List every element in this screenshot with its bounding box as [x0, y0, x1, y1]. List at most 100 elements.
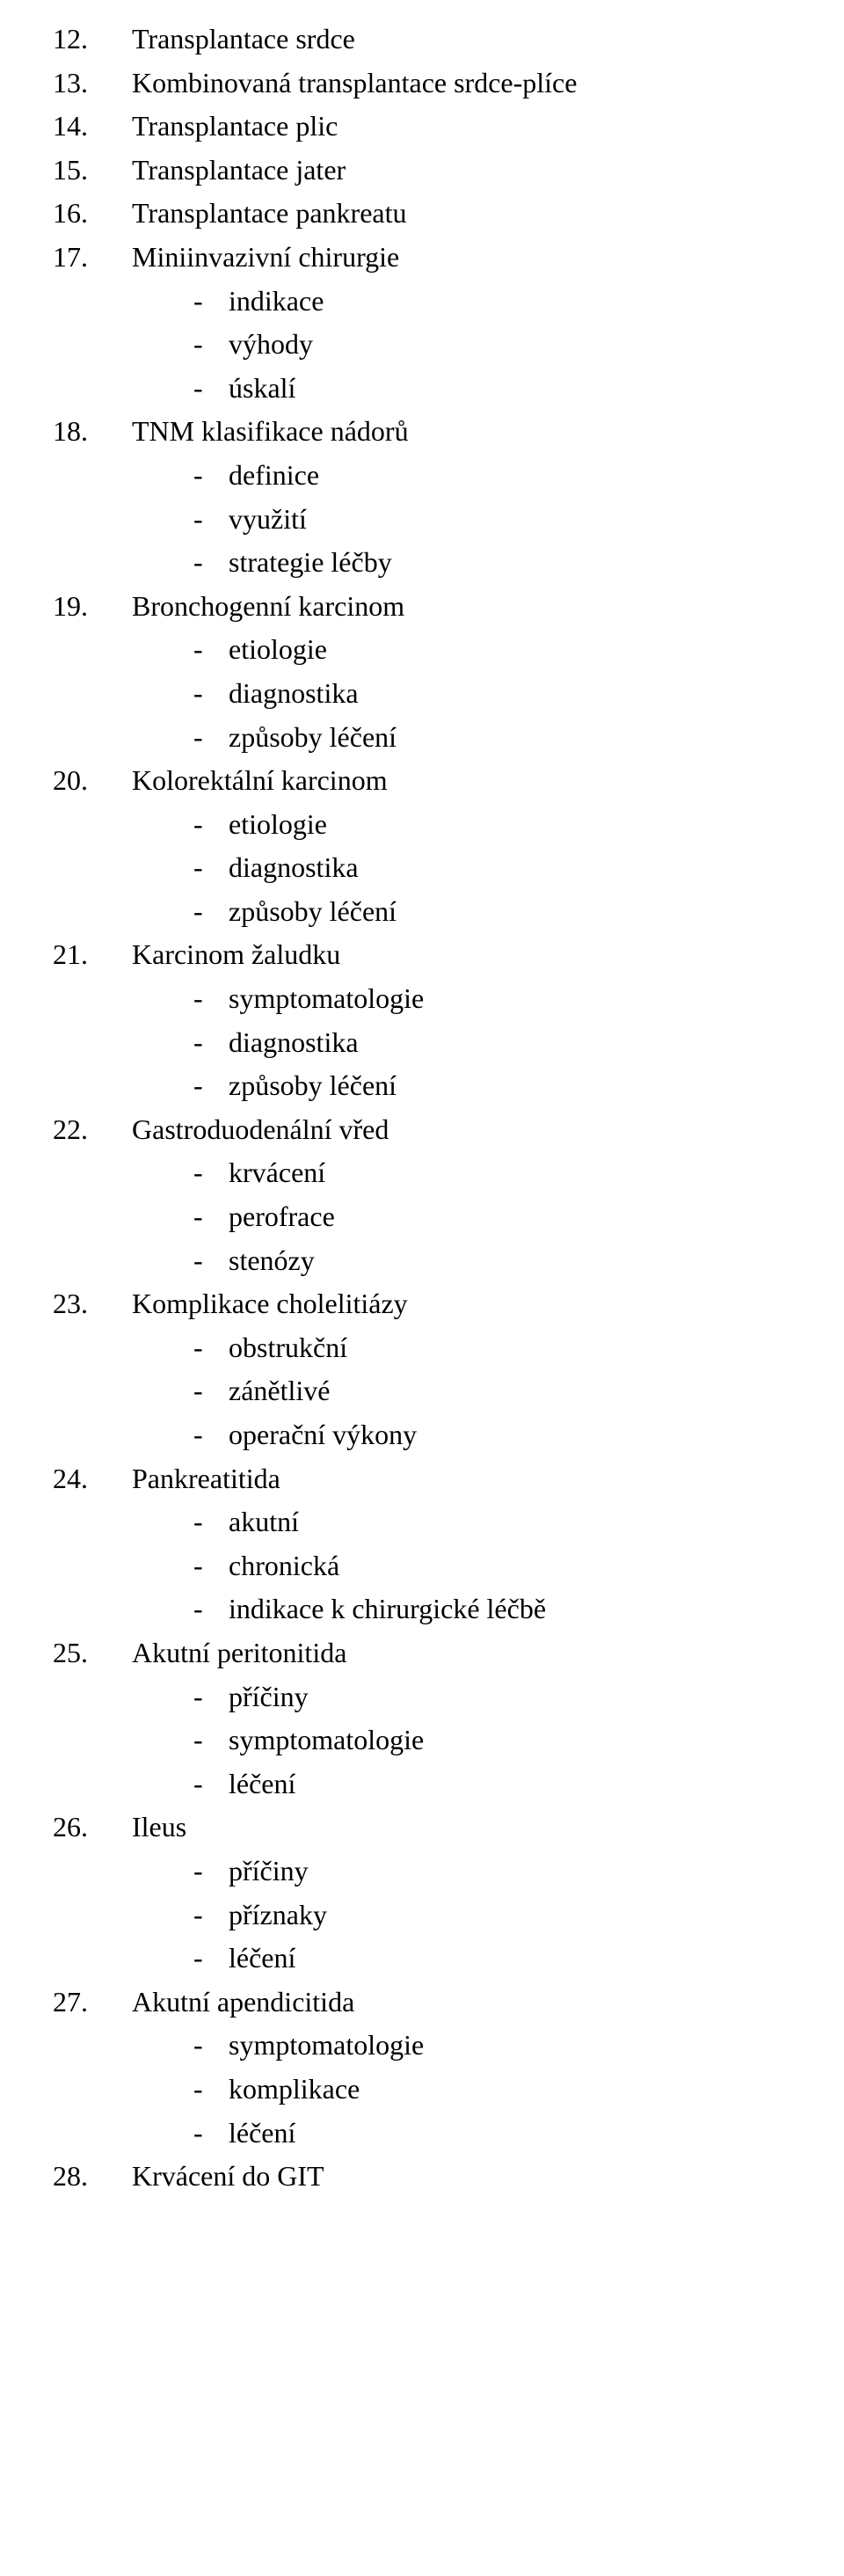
list-item-number: 12. — [53, 18, 132, 62]
list-item: 21.Karcinom žaludku-symptomatologie-diag… — [53, 933, 791, 1107]
dash-icon: - — [193, 1587, 229, 1631]
list-item-row: 27.Akutní apendicitida — [53, 1981, 791, 2025]
sub-list-item: -symptomatologie — [193, 1719, 791, 1762]
sub-list-item-text: akutní — [229, 1500, 299, 1544]
list-item: 22.Gastroduodenální vřed-krvácení-perofr… — [53, 1108, 791, 1282]
list-item-row: 17.Miniinvazivní chirurgie — [53, 236, 791, 280]
list-item-row: 18.TNM klasifikace nádorů — [53, 410, 791, 454]
sub-list-item: -operační výkony — [193, 1413, 791, 1457]
list-item-row: 23.Komplikace cholelitiázy — [53, 1282, 791, 1326]
sub-list-item: -výhody — [193, 323, 791, 367]
sub-list-item: -diagnostika — [193, 1021, 791, 1065]
list-item: 15.Transplantace jater — [53, 149, 791, 193]
sub-list-item: -indikace — [193, 280, 791, 324]
dash-icon: - — [193, 2068, 229, 2112]
sub-list-item-text: symptomatologie — [229, 977, 424, 1021]
sub-list-item-text: diagnostika — [229, 672, 359, 716]
sub-list-item: -příznaky — [193, 1894, 791, 1937]
sub-list-item: -využití — [193, 498, 791, 542]
list-item-row: 26.Ileus — [53, 1806, 791, 1850]
sub-list-item: -komplikace — [193, 2068, 791, 2112]
sub-list-item-text: operační výkony — [229, 1413, 417, 1457]
sub-list-item-text: léčení — [229, 1762, 295, 1806]
sub-list: -symptomatologie-diagnostika-způsoby léč… — [53, 977, 791, 1108]
list-item-number: 13. — [53, 62, 132, 106]
list-item-row: 16.Transplantace pankreatu — [53, 192, 791, 236]
sub-list-item-text: způsoby léčení — [229, 716, 397, 760]
sub-list-item: -příčiny — [193, 1850, 791, 1894]
sub-list-item: -akutní — [193, 1500, 791, 1544]
list-item: 28.Krvácení do GIT — [53, 2155, 791, 2199]
list-item-row: 15.Transplantace jater — [53, 149, 791, 193]
dash-icon: - — [193, 454, 229, 498]
list-item-number: 15. — [53, 149, 132, 193]
sub-list-item-text: léčení — [229, 1937, 295, 1981]
list-item: 18.TNM klasifikace nádorů-definice-využi… — [53, 410, 791, 584]
sub-list: -etiologie-diagnostika-způsoby léčení — [53, 628, 791, 759]
list-item-number: 28. — [53, 2155, 132, 2199]
sub-list-item-text: způsoby léčení — [229, 1064, 397, 1108]
sub-list-item: -léčení — [193, 1762, 791, 1806]
sub-list-item-text: symptomatologie — [229, 1719, 424, 1762]
sub-list: -indikace-výhody-úskalí — [53, 280, 791, 411]
list-item-row: 22.Gastroduodenální vřed — [53, 1108, 791, 1152]
sub-list-item: -indikace k chirurgické léčbě — [193, 1587, 791, 1631]
list-item: 24.Pankreatitida-akutní-chronická-indika… — [53, 1457, 791, 1631]
sub-list-item: -diagnostika — [193, 672, 791, 716]
list-item-number: 16. — [53, 192, 132, 236]
list-item-text: Komplikace cholelitiázy — [132, 1282, 791, 1326]
numbered-list: 12.Transplantace srdce13.Kombinovaná tra… — [53, 18, 791, 2199]
dash-icon: - — [193, 1719, 229, 1762]
sub-list-item: -obstrukční — [193, 1326, 791, 1370]
sub-list-item-text: zánětlivé — [229, 1369, 330, 1413]
list-item-row: 12.Transplantace srdce — [53, 18, 791, 62]
dash-icon: - — [193, 716, 229, 760]
list-item-row: 13.Kombinovaná transplantace srdce-plíce — [53, 62, 791, 106]
sub-list-item-text: diagnostika — [229, 1021, 359, 1065]
list-item-text: Kombinovaná transplantace srdce-plíce — [132, 62, 791, 106]
sub-list-item-text: příčiny — [229, 1675, 309, 1719]
sub-list-item: -léčení — [193, 2112, 791, 2156]
sub-list-item-text: úskalí — [229, 367, 295, 411]
sub-list: -definice-využití-strategie léčby — [53, 454, 791, 585]
dash-icon: - — [193, 846, 229, 890]
list-item-text: Gastroduodenální vřed — [132, 1108, 791, 1152]
sub-list-item-text: etiologie — [229, 803, 327, 847]
list-item-text: Krvácení do GIT — [132, 2155, 791, 2199]
list-item-number: 21. — [53, 933, 132, 977]
sub-list-item-text: výhody — [229, 323, 313, 367]
sub-list-item-text: symptomatologie — [229, 2024, 424, 2068]
sub-list-item: -strategie léčby — [193, 541, 791, 585]
dash-icon: - — [193, 1239, 229, 1283]
dash-icon: - — [193, 498, 229, 542]
list-item-text: TNM klasifikace nádorů — [132, 410, 791, 454]
sub-list-item-text: indikace — [229, 280, 324, 324]
list-item: 27.Akutní apendicitida-symptomatologie-k… — [53, 1981, 791, 2155]
list-item-text: Ileus — [132, 1806, 791, 1850]
sub-list-item-text: obstrukční — [229, 1326, 347, 1370]
sub-list-item-text: příznaky — [229, 1894, 327, 1937]
list-item-row: 19.Bronchogenní karcinom — [53, 585, 791, 629]
dash-icon: - — [193, 541, 229, 585]
dash-icon: - — [193, 890, 229, 934]
list-item-number: 26. — [53, 1806, 132, 1850]
list-item-text: Akutní apendicitida — [132, 1981, 791, 2025]
sub-list-item-text: léčení — [229, 2112, 295, 2156]
list-item: 26.Ileus-příčiny-příznaky-léčení — [53, 1806, 791, 1980]
sub-list-item: -diagnostika — [193, 846, 791, 890]
list-item-number: 23. — [53, 1282, 132, 1326]
dash-icon: - — [193, 2024, 229, 2068]
sub-list-item: -etiologie — [193, 803, 791, 847]
sub-list-item: -způsoby léčení — [193, 1064, 791, 1108]
sub-list-item-text: komplikace — [229, 2068, 360, 2112]
sub-list-item-text: diagnostika — [229, 846, 359, 890]
sub-list: -etiologie-diagnostika-způsoby léčení — [53, 803, 791, 934]
dash-icon: - — [193, 803, 229, 847]
dash-icon: - — [193, 1326, 229, 1370]
sub-list-item: -způsoby léčení — [193, 716, 791, 760]
list-item-text: Transplantace plic — [132, 105, 791, 149]
list-item-row: 24.Pankreatitida — [53, 1457, 791, 1501]
dash-icon: - — [193, 1413, 229, 1457]
list-item: 16.Transplantace pankreatu — [53, 192, 791, 236]
list-item: 19.Bronchogenní karcinom-etiologie-diagn… — [53, 585, 791, 759]
